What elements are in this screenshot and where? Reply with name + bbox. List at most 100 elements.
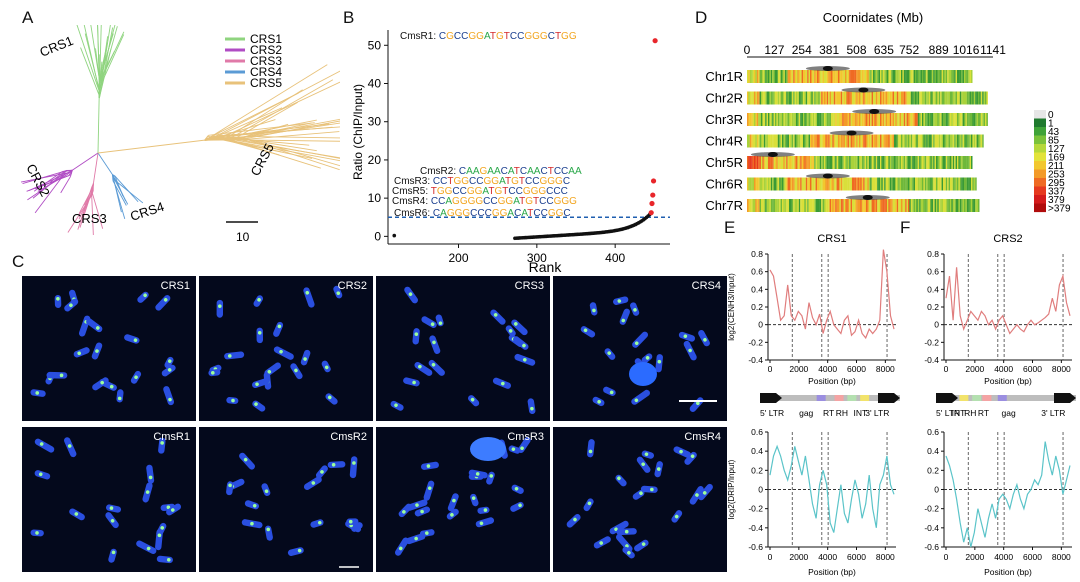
density-cell xyxy=(822,113,825,126)
density-cell xyxy=(957,113,959,126)
density-cell xyxy=(871,177,874,191)
density-cell xyxy=(954,199,956,212)
density-cell xyxy=(885,134,888,148)
density-cell xyxy=(975,199,977,212)
density-cell xyxy=(905,113,907,126)
colorbar-cell xyxy=(1034,110,1046,119)
density-cell xyxy=(898,113,900,126)
density-cell xyxy=(875,199,878,212)
density-cell xyxy=(780,113,783,126)
density-cell xyxy=(808,91,811,105)
chromosome xyxy=(446,508,459,520)
fish-signal xyxy=(252,503,257,508)
y-tick-label: 0.2 xyxy=(751,302,763,312)
chromosome-spread xyxy=(30,289,176,406)
density-cell xyxy=(752,177,755,191)
density-cell xyxy=(915,91,917,105)
density-cell xyxy=(854,156,857,169)
density-cell xyxy=(931,70,934,83)
chromosome xyxy=(349,456,358,479)
chromosome-body xyxy=(527,398,536,415)
fish-image-grid: CRS1 CRS2 CRS3 CRS4 CmsR1 CmsR2 CmsR3 CmsR4 xyxy=(22,276,727,572)
density-cell xyxy=(754,177,756,191)
density-cell xyxy=(861,199,864,212)
density-cell xyxy=(973,91,976,105)
domain-label: RH xyxy=(964,408,976,418)
fish-signal xyxy=(255,382,259,387)
fish-signal xyxy=(644,452,649,456)
density-cell xyxy=(756,91,759,105)
crs3-branch xyxy=(91,195,94,236)
density-cell xyxy=(850,199,853,212)
x-tick-label: 2000 xyxy=(965,364,984,374)
density-cell xyxy=(751,177,753,191)
density-cell xyxy=(892,70,895,83)
crs3-branch xyxy=(92,183,94,188)
x-axis-label: Position (bp) xyxy=(808,567,856,577)
density-cell xyxy=(812,199,815,212)
density-cell xyxy=(945,177,948,191)
density-cell xyxy=(880,70,882,83)
density-cell xyxy=(798,156,801,169)
density-cell xyxy=(964,156,966,169)
density-cell xyxy=(773,156,776,169)
chromosome xyxy=(511,319,528,336)
chromosome xyxy=(468,395,480,407)
domain-label: gag xyxy=(1002,408,1016,418)
density-cell xyxy=(810,113,812,126)
density-cell xyxy=(941,177,944,191)
density-cell xyxy=(807,91,809,105)
density-cell xyxy=(978,91,980,105)
density-cell xyxy=(761,134,763,148)
x-tick-label: 4000 xyxy=(818,364,837,374)
density-cell xyxy=(791,70,794,83)
fish-signal xyxy=(438,321,443,326)
density-cell xyxy=(803,177,805,191)
density-cell xyxy=(846,134,848,148)
density-cell xyxy=(899,134,902,148)
motif-bases: CAGGGCCCGGACATCCGGC xyxy=(433,208,571,219)
chromosome xyxy=(678,331,696,342)
crs2-branch xyxy=(27,173,66,201)
fish-signal xyxy=(279,349,283,354)
fish-signal xyxy=(522,358,527,362)
chromosome xyxy=(106,504,122,513)
chromosome xyxy=(593,536,611,549)
density-cell xyxy=(829,91,832,105)
density-cell xyxy=(915,177,917,191)
density-cell xyxy=(765,177,767,191)
density-cell xyxy=(845,91,847,105)
density-cell xyxy=(776,199,778,212)
density-cell xyxy=(971,91,973,105)
density-cell xyxy=(779,134,781,148)
density-cell xyxy=(947,177,949,191)
density-cell xyxy=(798,91,801,105)
fish-signal xyxy=(266,527,271,532)
density-cell xyxy=(878,177,881,191)
density-cell xyxy=(818,199,820,212)
crs1-branch xyxy=(76,25,100,92)
fish-signal xyxy=(518,503,522,508)
density-cell xyxy=(975,91,977,105)
y-tick-label: 0 xyxy=(758,485,763,495)
chromosome xyxy=(136,540,157,555)
density-cell xyxy=(896,177,899,191)
density-cell xyxy=(825,70,827,83)
chromosome xyxy=(239,452,255,470)
density-cell xyxy=(770,91,773,105)
density-cell xyxy=(895,91,897,105)
density-cell xyxy=(798,199,801,212)
density-cell xyxy=(943,91,945,105)
fish-image-cmsr3: CmsR3 xyxy=(376,427,550,572)
crs2-branch xyxy=(62,169,73,172)
density-cell xyxy=(986,91,988,105)
colorbar-cell xyxy=(1034,161,1046,170)
density-cell xyxy=(909,91,911,105)
density-cell xyxy=(779,199,781,212)
density-cell xyxy=(962,199,965,212)
density-cell xyxy=(894,91,896,105)
density-cell xyxy=(776,134,778,148)
chromosome-body xyxy=(421,316,437,328)
x-tick-label: 0 xyxy=(768,364,773,374)
density-cell xyxy=(889,156,892,169)
